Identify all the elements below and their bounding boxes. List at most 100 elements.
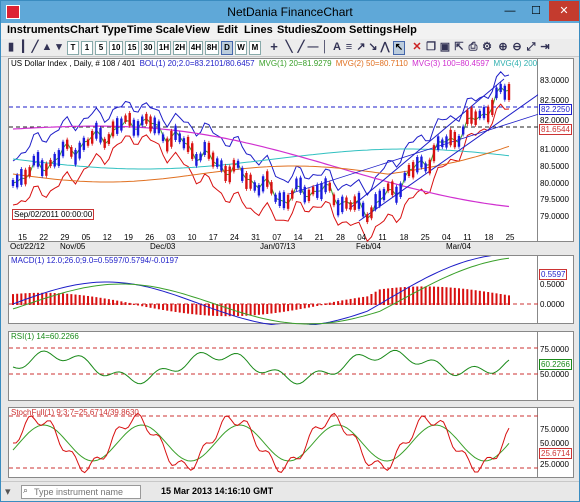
day-label: 18	[484, 233, 494, 242]
menu-lines[interactable]: Lines	[244, 24, 273, 36]
price-panel[interactable]: US Dollar Index , Daily, # 108 / 401 BOL…	[8, 58, 571, 243]
rsi-panel[interactable]: RSI(1) 14=60.2266	[8, 331, 539, 401]
day-label: 07	[272, 233, 282, 242]
line-chart-icon[interactable]: ╱	[31, 41, 39, 53]
settings-icon[interactable]: ⚙	[482, 41, 492, 53]
channel-icon[interactable]: ╱	[297, 41, 305, 53]
macd-panel[interactable]: MACD(1) 12.0;26.0;9.0=0.5597/0.5794/-0.0…	[8, 255, 539, 325]
zigzag-icon[interactable]: ⋀	[380, 41, 390, 53]
stochastic-header: StochFull(1) 9;3;7=25.6714/39.8630	[11, 408, 139, 417]
delete-icon[interactable]: ✕	[412, 41, 422, 53]
day-label: 25	[505, 233, 515, 242]
day-label: 12	[102, 233, 112, 242]
timeframe-m-button[interactable]: M	[249, 41, 261, 55]
timeframe-5-button[interactable]: 5	[95, 41, 107, 55]
month-label: Feb/04	[356, 242, 381, 251]
menu-view[interactable]: View	[185, 24, 210, 36]
trendline-icon[interactable]: ╲	[285, 41, 293, 53]
menu-studies[interactable]: Studies	[277, 24, 317, 36]
menu-bar: Instruments Chart Type Time Scale View E…	[1, 23, 579, 39]
day-label: 10	[187, 233, 197, 242]
macd-axis[interactable]: 0.5597 0.5000 0.0000	[538, 255, 574, 324]
timeframe-2h-button[interactable]: 2H	[173, 41, 187, 55]
maximize-button[interactable]: ☐	[531, 5, 541, 17]
price-tick: 79.0000	[540, 212, 569, 221]
copy-icon[interactable]: ❐	[426, 41, 436, 53]
window-title: NetDania FinanceChart	[227, 5, 353, 19]
timeframe-t-button[interactable]: T	[67, 41, 79, 55]
export-icon[interactable]: ⇱	[454, 41, 464, 53]
fit-icon[interactable]: ⤢	[526, 41, 536, 53]
mvg4-label: MVG(4) 200=80.9282	[493, 59, 571, 68]
menu-time-scale[interactable]: Time Scale	[127, 24, 185, 36]
bar-chart-icon[interactable]: ▮	[7, 41, 15, 53]
timeframe-30-button[interactable]: 30	[141, 41, 155, 55]
menu-settings[interactable]: Settings	[349, 24, 393, 36]
rsi-header: RSI(1) 14=60.2266	[11, 332, 79, 341]
day-label: 05	[81, 233, 91, 242]
macd-chart	[9, 256, 539, 325]
menu-help[interactable]: Help	[393, 24, 417, 36]
fibonacci-icon[interactable]: ≡	[345, 41, 353, 53]
price-tick: 80.5000	[540, 162, 569, 171]
timeframe-1h-button[interactable]: 1H	[157, 41, 171, 55]
status-datetime: 15 Mar 2013 14:16:10 GMT	[161, 486, 274, 496]
zoom-out-icon[interactable]: ⊖	[512, 41, 522, 53]
stochastic-panel[interactable]: StochFull(1) 9;3;7=25.6714/39.8630	[8, 407, 539, 478]
arrow-icon[interactable]: ↗	[356, 41, 366, 53]
scroll-end-icon[interactable]: ⇥	[540, 41, 550, 53]
instrument-search-input[interactable]	[21, 485, 141, 499]
price-panel-header: US Dollar Index , Daily, # 108 / 401 BOL…	[11, 59, 573, 68]
macd-tick: 0.5000	[540, 280, 565, 289]
search-icon: ⌕	[23, 485, 29, 495]
rsi-axis[interactable]: 75.0000 60.2266 50.0000	[538, 331, 574, 401]
menu-zoom[interactable]: Zoom	[316, 24, 346, 36]
timeframe-1-button[interactable]: 1	[81, 41, 93, 55]
price-tick: 83.0000	[540, 76, 569, 85]
dropdown-icon[interactable]: ▾	[5, 486, 11, 498]
day-label: 03	[166, 233, 176, 242]
toolbar: ▮ ┃ ╱ ▲ ▾ T 1 5 10 15 30 1H 2H 4H 8H D W…	[1, 39, 579, 57]
print-icon[interactable]: ⎙	[468, 41, 478, 53]
month-label: Dec/03	[150, 242, 176, 251]
day-label: 11	[378, 233, 387, 242]
timeframe-4h-button[interactable]: 4H	[189, 41, 203, 55]
hline-icon[interactable]: ―	[307, 41, 319, 53]
line-level-tag: 81.6544	[539, 124, 572, 135]
text-icon[interactable]: A	[333, 41, 341, 53]
candle-chart-icon[interactable]: ┃	[19, 41, 27, 53]
day-label: 11	[463, 233, 472, 242]
day-label: 21	[314, 233, 324, 242]
minimize-button[interactable]: —	[504, 5, 516, 17]
price-tick: 79.5000	[540, 195, 569, 204]
arrow-down-icon[interactable]: ↘	[368, 41, 378, 53]
stochastic-chart	[9, 412, 539, 474]
menu-edit[interactable]: Edit	[217, 24, 238, 36]
day-label: 29	[60, 233, 70, 242]
timeframe-d-button[interactable]: D	[221, 41, 233, 55]
day-label: 26	[145, 233, 155, 242]
stochastic-axis[interactable]: 75.0000 50.0000 25.6714 25.0000	[538, 407, 574, 478]
status-bar: ▾ ⌕ 15 Mar 2013 14:16:10 GMT	[1, 481, 579, 501]
timeframe-15-button[interactable]: 15	[125, 41, 139, 55]
timeframe-8h-button[interactable]: 8H	[205, 41, 219, 55]
menu-chart-type[interactable]: Chart Type	[70, 24, 127, 36]
crosshair-icon[interactable]: +	[270, 39, 278, 54]
save-icon[interactable]: ▣	[439, 41, 451, 53]
vline-icon[interactable]: │	[321, 41, 329, 53]
selected-date-tag: Sep/02/2011 00:00:00	[12, 209, 95, 220]
timeframe-10-button[interactable]: 10	[109, 41, 123, 55]
rsi-value-tag: 60.2266	[539, 359, 572, 370]
area-chart-icon[interactable]: ▲	[41, 41, 53, 53]
stoch-value-tag: 25.6714	[539, 448, 572, 459]
cursor-icon[interactable]: ↖	[393, 41, 405, 55]
dropdown-chevron-icon[interactable]: ▾	[56, 41, 62, 53]
time-axis[interactable]: 15 22 29 05 12 19 26 03 10 17 24 31 07 14 21 28 04 11 18 25…	[8, 233, 538, 253]
price-tick: 82.5000	[540, 96, 569, 105]
price-axis[interactable]: 83.0000 82.5000 82.2250 82.0000 81.6544 …	[538, 58, 574, 242]
zoom-in-icon[interactable]: ⊕	[498, 41, 508, 53]
menu-instruments[interactable]: Instruments	[7, 24, 70, 36]
bollinger-label: BOL(1) 20;2.0=83.2101/80.6457	[139, 59, 255, 68]
timeframe-w-button[interactable]: W	[235, 41, 247, 55]
close-button[interactable]: ✕	[549, 1, 579, 21]
